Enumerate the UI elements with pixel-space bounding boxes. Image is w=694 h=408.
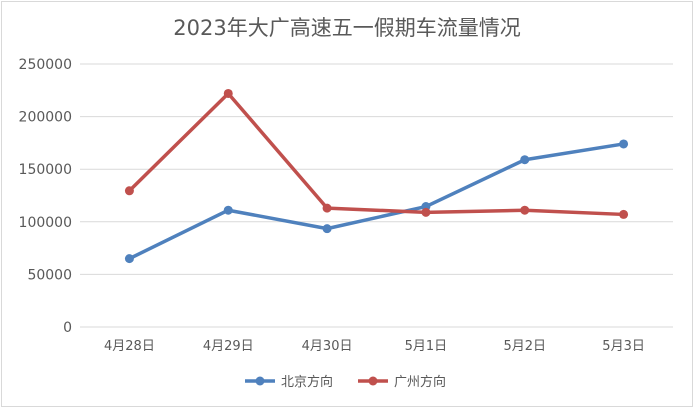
data-point xyxy=(322,203,332,213)
legend-marker-icon xyxy=(255,376,265,386)
data-point xyxy=(421,207,431,217)
data-point xyxy=(520,155,530,165)
x-tick-label: 4月28日 xyxy=(104,339,155,354)
x-tick-label: 5月1日 xyxy=(405,339,448,354)
data-point xyxy=(619,209,629,219)
data-point xyxy=(619,139,629,149)
x-tick-label: 4月30日 xyxy=(302,339,353,354)
x-tick-label: 5月2日 xyxy=(503,339,546,354)
series-group xyxy=(124,88,629,264)
legend: 北京方向 广州方向 xyxy=(245,374,446,390)
data-point xyxy=(223,88,233,98)
y-tick-label: 150000 xyxy=(19,162,72,178)
legend-item: 广州方向 xyxy=(358,374,446,390)
legend-label: 北京方向 xyxy=(281,374,333,390)
chart-title: 2023年大广高速五一假期车流量情况 xyxy=(173,16,520,40)
legend-label: 广州方向 xyxy=(394,374,446,390)
y-tick-label: 200000 xyxy=(19,110,72,126)
data-point xyxy=(124,254,134,264)
legend-item: 北京方向 xyxy=(245,374,333,390)
y-tick-label: 50000 xyxy=(27,267,72,283)
legend-marker-icon xyxy=(368,376,378,386)
data-point xyxy=(223,205,233,215)
y-tick-label: 250000 xyxy=(19,57,72,73)
series-line xyxy=(127,142,626,261)
y-axis-ticks: 0 50000 100000 150000 200000 250000 xyxy=(19,57,72,336)
series-1 xyxy=(124,139,629,264)
y-tick-label: 0 xyxy=(63,320,72,336)
series-line xyxy=(127,91,626,217)
grid-lines xyxy=(80,63,673,328)
x-tick-label: 5月3日 xyxy=(602,339,645,354)
x-axis-ticks: 4月28日 4月29日 4月30日 5月1日 5月2日 5月3日 xyxy=(104,339,645,354)
data-point xyxy=(124,186,134,196)
y-tick-label: 100000 xyxy=(19,215,72,231)
data-point xyxy=(322,224,332,234)
series-2 xyxy=(124,88,629,219)
data-point xyxy=(520,205,530,215)
x-tick-label: 4月29日 xyxy=(203,339,254,354)
